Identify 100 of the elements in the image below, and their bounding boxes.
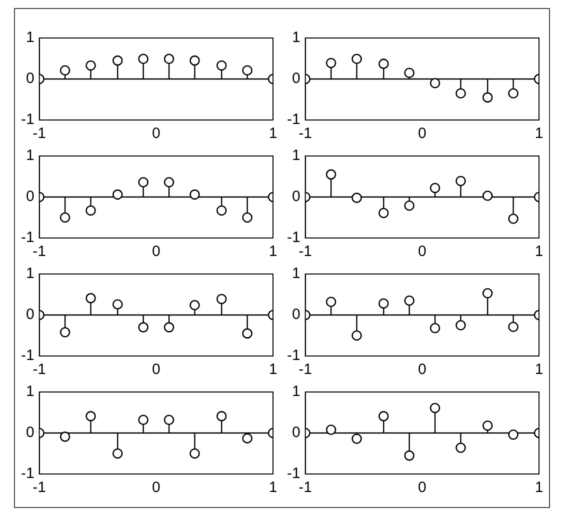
point [326, 58, 336, 68]
point [242, 65, 252, 76]
x-tick-label: 0 [418, 243, 426, 260]
point [86, 411, 96, 422]
point [326, 296, 336, 308]
point [60, 212, 70, 223]
point [112, 299, 123, 310]
y-tick-label: -1 [20, 465, 34, 482]
x-tick-label: 1 [534, 243, 544, 260]
point [508, 88, 518, 98]
y-tick-label: 0 [292, 188, 300, 206]
y-tick-label: 0 [26, 424, 34, 442]
point [216, 205, 227, 216]
point [138, 414, 148, 426]
x-tick-label: 0 [418, 479, 426, 496]
point [352, 54, 362, 64]
y-tick-label: 1 [292, 265, 300, 282]
point [352, 330, 362, 341]
point [404, 68, 414, 78]
x-tick-label: 0 [152, 243, 160, 260]
point [482, 92, 493, 103]
y-tick-label: 1 [26, 383, 34, 400]
y-tick-label: 0 [26, 188, 34, 206]
y-tick-label: -1 [286, 229, 300, 246]
x-tick-label: 0 [152, 361, 160, 378]
x-tick-label: 1 [268, 125, 278, 142]
point [378, 58, 389, 69]
x-tick-label: 1 [534, 125, 544, 142]
x-tick-label: 0 [152, 479, 160, 496]
y-tick-label: 0 [292, 70, 300, 88]
point [378, 208, 389, 218]
y-tick-label: 1 [26, 147, 34, 164]
point [138, 322, 148, 332]
point [508, 214, 518, 224]
x-tick-label: 0 [418, 361, 426, 378]
point [404, 450, 414, 461]
y-tick-label: 0 [292, 424, 300, 442]
point [164, 322, 174, 332]
point [456, 176, 466, 186]
point [456, 88, 466, 98]
x-tick-label: 1 [268, 243, 278, 260]
y-tick-label: 0 [292, 306, 300, 324]
x-tick-label: 1 [534, 479, 544, 496]
x-tick-label: 0 [152, 125, 160, 142]
point [216, 294, 227, 304]
point [378, 411, 389, 422]
point [430, 322, 440, 334]
point [508, 429, 518, 440]
y-tick-label: 0 [26, 70, 34, 88]
y-tick-label: -1 [286, 347, 300, 364]
y-tick-label: -1 [20, 111, 34, 128]
y-tick-label: 1 [292, 383, 300, 400]
point [86, 205, 96, 216]
y-tick-label: 1 [26, 265, 34, 282]
y-tick-label: 0 [26, 306, 34, 324]
y-tick-label: -1 [20, 347, 34, 364]
x-tick-label: 1 [268, 479, 278, 496]
point [430, 78, 440, 88]
y-tick-label: -1 [286, 111, 300, 128]
point [242, 212, 252, 223]
x-tick-label: 1 [268, 361, 278, 378]
point [164, 414, 174, 426]
point [164, 54, 174, 64]
point [60, 327, 70, 338]
y-tick-label: 1 [292, 29, 300, 46]
point [352, 192, 362, 203]
point [404, 296, 414, 306]
point [482, 420, 493, 431]
point [216, 411, 227, 422]
point [326, 424, 336, 435]
x-tick-label: 1 [534, 361, 544, 378]
point [508, 322, 518, 332]
point [482, 288, 493, 298]
point [86, 293, 96, 304]
point [482, 190, 493, 201]
y-tick-label: 1 [26, 29, 34, 46]
point [456, 320, 466, 330]
point [138, 54, 148, 64]
point [242, 328, 252, 339]
point [112, 448, 123, 459]
y-tick-label: -1 [20, 229, 34, 246]
point [352, 434, 362, 444]
point [326, 169, 336, 180]
point [138, 177, 148, 188]
y-tick-label: 1 [292, 147, 300, 164]
point [404, 200, 414, 211]
point [86, 60, 96, 71]
point [430, 402, 440, 414]
point [190, 300, 200, 310]
y-tick-label: -1 [286, 465, 300, 482]
point [112, 55, 123, 66]
x-tick-label: 0 [418, 125, 426, 142]
point [456, 442, 466, 453]
point [164, 177, 174, 188]
point [190, 55, 200, 66]
point [216, 60, 227, 71]
point [60, 432, 70, 442]
point [190, 448, 200, 459]
point [378, 298, 389, 309]
point [190, 189, 200, 200]
